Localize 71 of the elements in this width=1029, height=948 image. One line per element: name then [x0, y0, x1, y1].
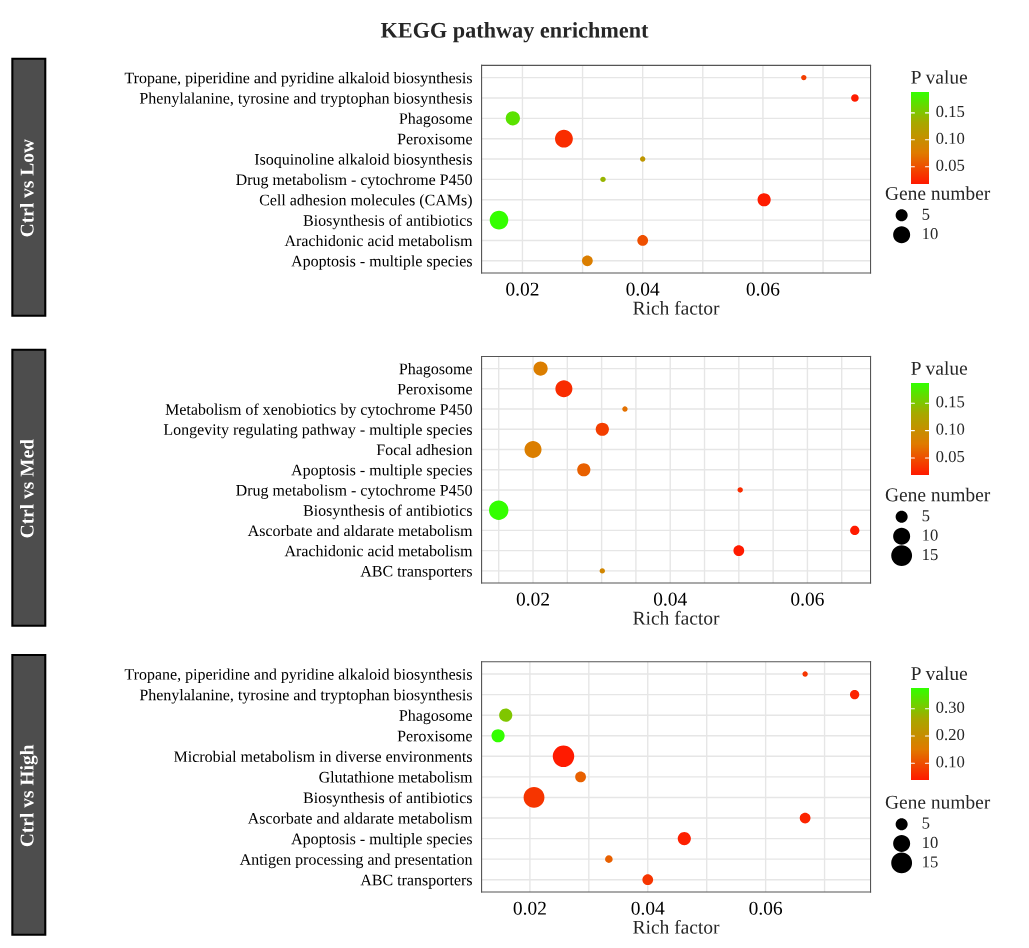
y-tick-label: Biosynthesis of antibiotics	[303, 504, 472, 520]
color-bar-label: 0.20	[936, 728, 965, 741]
legend-title: Gene number	[885, 487, 991, 502]
y-tick-label: Longevity regulating pathway - multiple species	[163, 423, 472, 439]
x-axis-title: Rich factor	[633, 610, 720, 625]
y-tick-label: Apoptosis - multiple species	[291, 255, 472, 270]
legend-label: 5	[922, 510, 930, 522]
legend-title: Gene number	[885, 186, 991, 200]
y-tick-label: Peroxisome	[397, 730, 472, 742]
color-bar-title: P value	[911, 361, 968, 375]
y-tick-label: Tropane, piperidine and pyridine alkaloid biosynthesis	[124, 72, 472, 87]
y-tick-label: Apoptosis - multiple species	[291, 464, 472, 479]
x-tick-label: 0.02	[516, 592, 549, 606]
x-tick-label: 0.06	[791, 592, 824, 606]
y-tick-label: Glutathione metabolism	[319, 771, 473, 783]
y-tick-label: Peroxisome	[397, 383, 472, 395]
y-tick-label: Drug metabolism - cytochrome P450	[236, 173, 472, 189]
y-tick-label: Biosynthesis of antibiotics	[303, 791, 472, 807]
color-bar-label: 0.15	[936, 105, 965, 118]
legend-label: 10	[923, 836, 938, 849]
x-tick-label: 0.06	[746, 282, 780, 296]
y-tick-label: ABC transporters	[360, 565, 472, 580]
y-axis-title: Ctrl vs Med	[20, 439, 34, 538]
y-axis-title: Ctrl vs Low	[20, 139, 34, 237]
y-tick-label: Tropane, piperidine and pyridine alkaloid biosynthesis	[124, 668, 472, 684]
color-bar-label: 0.10	[936, 423, 965, 435]
x-tick-label: 0.02	[506, 282, 539, 296]
y-tick-label: Arachidonic acid metabolism	[284, 545, 473, 557]
y-tick-label: Drug metabolism - cytochrome P450	[236, 484, 472, 499]
color-bar-label: 0.10	[936, 756, 965, 768]
color-bar-title: P value	[911, 70, 968, 84]
legend-label: 5	[922, 817, 930, 829]
y-tick-label: Phenylalanine, tyrosine and tryptophan biosynthesis	[139, 689, 472, 704]
color-bar-label: 0.10	[936, 132, 965, 145]
y-tick-label: Ascorbate and aldarate metabolism	[247, 812, 473, 824]
legend-title: Gene number	[885, 795, 991, 809]
legend-label: 10	[923, 228, 938, 240]
legend-label: 15	[923, 548, 938, 561]
y-tick-label: ABC transporters	[360, 874, 472, 889]
x-tick-label: 0.04	[653, 592, 687, 606]
y-tick-label: Phagosome	[399, 112, 472, 128]
legend-label: 10	[923, 529, 938, 541]
y-tick-label: Antigen processing and presentation	[239, 853, 473, 869]
x-axis-title: Rich factor	[633, 300, 720, 315]
y-tick-label: Cell adhesion molecules (CAMs)	[259, 194, 472, 209]
x-axis-title: Rich factor	[633, 919, 720, 934]
color-bar-title: P value	[911, 666, 968, 681]
y-tick-label: Phagosome	[399, 709, 472, 725]
y-tick-label: Isoquinoline alkaloid biosynthesis	[254, 153, 472, 169]
y-tick-label: Peroxisome	[397, 133, 472, 145]
x-tick-label: 0.04	[626, 282, 660, 296]
color-bar-label: 0.15	[936, 396, 965, 408]
y-tick-label: Microbial metabolism in diverse environments	[174, 750, 472, 763]
y-tick-label: Focal adhesion	[376, 443, 473, 456]
legend-label: 5	[922, 208, 930, 220]
color-bar-label: 0.05	[936, 159, 965, 171]
x-tick-label: 0.06	[749, 901, 783, 915]
y-tick-label: Metabolism of xenobiotics by cytochrome P450	[165, 403, 472, 419]
color-bar-label: 0.05	[936, 450, 965, 463]
y-tick-label: Phenylalanine, tyrosine and tryptophan biosynthesis	[139, 92, 472, 107]
x-tick-label: 0.02	[513, 901, 546, 915]
x-tick-label: 0.04	[631, 901, 665, 915]
y-axis-title: Ctrl vs High	[19, 744, 38, 847]
y-tick-label: Ascorbate and aldarate metabolism	[247, 524, 473, 537]
y-tick-label: Arachidonic acid metabolism	[284, 234, 473, 247]
chart-title: KEGG pathway enrichment	[380, 22, 649, 43]
color-bar-label: 0.30	[936, 701, 965, 713]
y-tick-label: Phagosome	[399, 363, 472, 378]
y-tick-label: Biosynthesis of antibiotics	[303, 214, 472, 230]
y-tick-label: Apoptosis - multiple species	[291, 833, 472, 848]
legend-label: 15	[923, 856, 938, 868]
